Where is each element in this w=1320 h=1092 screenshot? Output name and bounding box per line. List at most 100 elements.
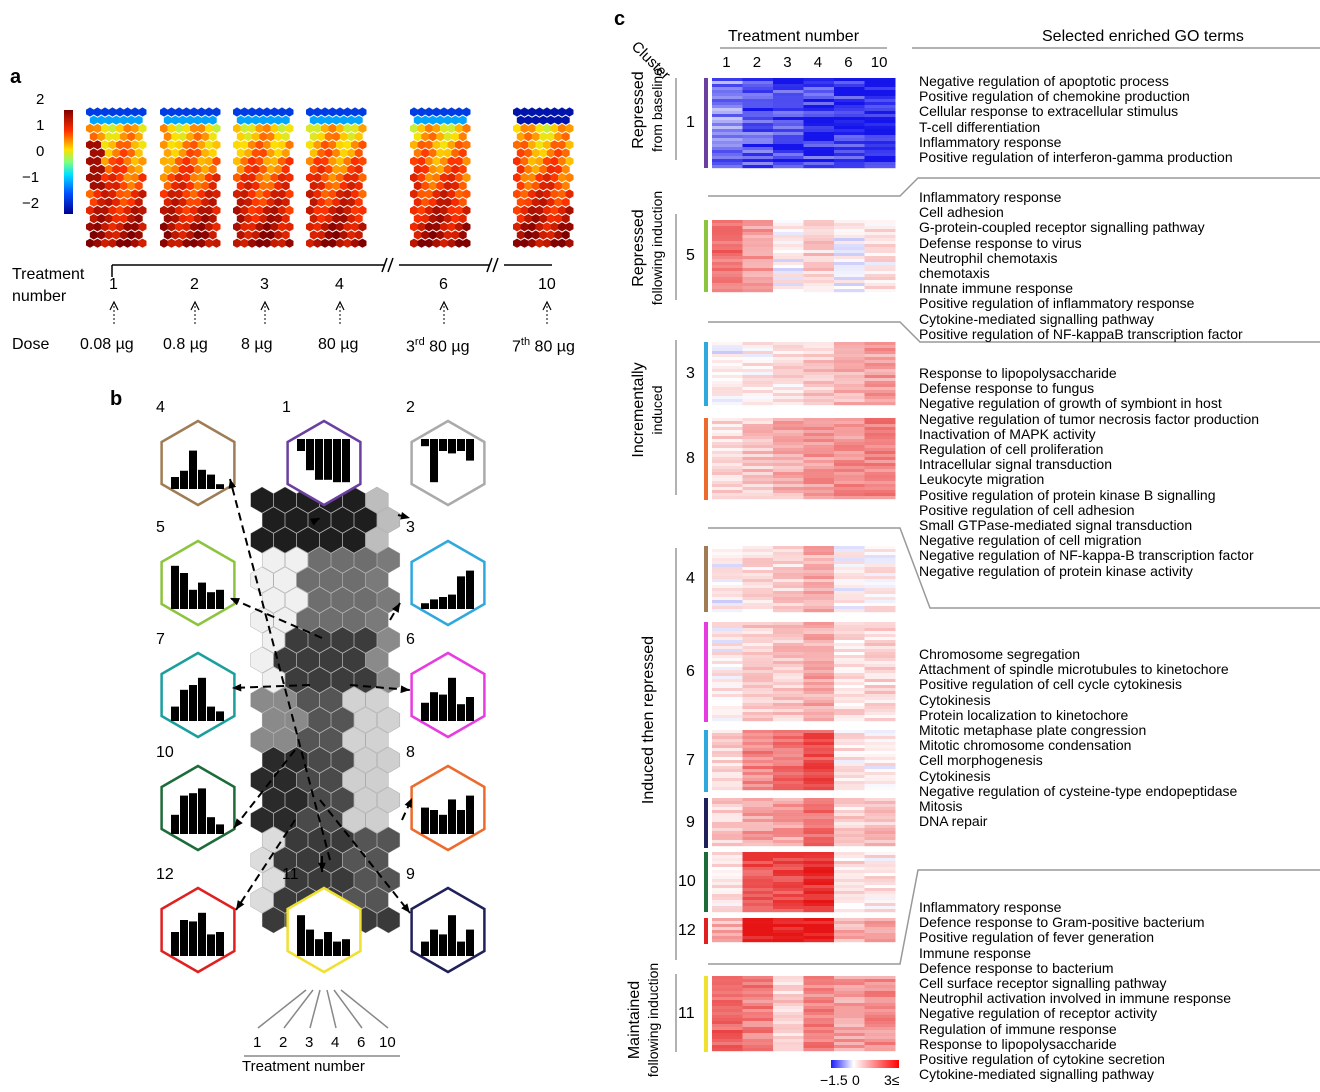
som-cell	[274, 115, 283, 125]
som-cell	[190, 189, 198, 199]
som-cell	[270, 140, 279, 150]
som-cell	[101, 123, 109, 133]
som-cell	[561, 164, 570, 174]
heatmap-cell	[834, 918, 865, 922]
som-cell	[347, 214, 356, 224]
heatmap-cell	[712, 694, 743, 698]
heatmap-cell	[712, 810, 743, 814]
heatmap-cell	[864, 342, 896, 346]
go-term: T-cell differentiation	[919, 118, 1041, 135]
heatmap-cell	[712, 700, 743, 704]
heatmap-cell	[773, 345, 804, 349]
heatmap-cell	[803, 939, 835, 943]
heatmap-cell	[773, 490, 804, 494]
heatmap-cell	[742, 646, 774, 650]
som-cell	[208, 164, 217, 174]
heatmap-cell	[742, 1036, 774, 1040]
som-node	[273, 486, 297, 514]
heatmap-cell	[864, 1018, 896, 1022]
heatmap-cell	[834, 120, 865, 124]
profile-bar	[198, 469, 206, 489]
som-cell	[160, 140, 168, 150]
panel-b-label: b	[110, 388, 123, 410]
go-term: Positive regulation of fever generation	[919, 929, 1155, 946]
heatmap-cell	[803, 876, 835, 880]
heatmap-cell	[712, 837, 743, 841]
heatmap-cell	[803, 381, 835, 385]
mapping-arrow	[319, 799, 411, 914]
som-cell	[212, 189, 221, 199]
heatmap-cell	[773, 165, 804, 169]
heatmap-cell	[712, 427, 743, 431]
som-cell	[285, 205, 294, 215]
heatmap-cell	[773, 277, 804, 281]
heatmap-cell	[712, 649, 743, 653]
heatmap-cell	[742, 96, 774, 100]
som-cell	[428, 214, 437, 224]
heatmap-cell	[834, 342, 865, 346]
som-cell	[86, 173, 94, 183]
cluster-number: 11	[282, 866, 299, 883]
som-cell	[436, 132, 445, 142]
som-cell	[233, 238, 241, 248]
heatmap-cell	[712, 226, 743, 230]
som-cell	[134, 115, 143, 125]
som-cell	[171, 164, 180, 174]
heatmap-cell	[803, 976, 835, 980]
heatmap-cell	[712, 135, 743, 139]
som-cell	[328, 156, 337, 166]
heatmap-cell	[773, 369, 804, 373]
heatmap-cell	[803, 997, 835, 1001]
som-cell	[281, 230, 290, 240]
heatmap-cell	[773, 909, 804, 913]
heatmap-cell	[803, 475, 835, 479]
profile-bar	[421, 439, 429, 447]
som-cell	[93, 107, 102, 117]
heatmap-cell	[712, 348, 743, 352]
heatmap-cell	[773, 280, 804, 284]
heatmap-cell	[742, 697, 774, 701]
heatmap-cell	[864, 126, 896, 130]
som-cell	[421, 132, 430, 142]
heatmap-cell	[864, 549, 896, 553]
heatmap-cell	[773, 463, 804, 467]
som-cell	[108, 140, 117, 150]
heatmap-cell	[742, 111, 774, 115]
heatmap-cell	[864, 673, 896, 677]
som-cell	[167, 107, 176, 117]
heatmap-cell	[742, 466, 774, 470]
heatmap-cell	[742, 117, 774, 121]
heatmap-cell	[803, 150, 835, 154]
som-cell	[248, 140, 256, 150]
heatmap-cell	[712, 93, 743, 97]
heatmap-cell	[864, 852, 896, 856]
heatmap-cell	[803, 664, 835, 668]
heatmap-cell	[742, 354, 774, 358]
heatmap-cell	[864, 463, 896, 467]
som-cell	[447, 238, 456, 248]
heatmap-cell	[864, 102, 896, 106]
som-cell	[255, 140, 264, 150]
heatmap-cell	[834, 439, 865, 443]
heatmap-cell	[834, 894, 865, 898]
heatmap-cell	[803, 372, 835, 376]
heatmap-cell	[712, 156, 743, 160]
som-cell	[119, 197, 128, 207]
heatmap-cell	[834, 366, 865, 370]
dose-value: 80 µg	[318, 336, 358, 354]
heatmap-cell	[864, 244, 896, 248]
cluster-number: 9	[406, 866, 415, 883]
go-term: G-protein-coupled receptor signalling pa…	[919, 219, 1205, 236]
som-cell	[413, 132, 422, 142]
heatmap-cell	[864, 894, 896, 898]
som-cell	[546, 230, 555, 240]
heatmap-cell	[864, 351, 896, 355]
heatmap-cell	[803, 900, 835, 904]
arrow-head-icon	[230, 598, 240, 606]
som-node	[262, 706, 285, 734]
som-cell	[205, 238, 213, 248]
heatmap-cell	[742, 402, 774, 406]
profile-bar	[457, 576, 465, 609]
treatment-number: 3	[260, 276, 269, 293]
heatmap-cell	[712, 271, 743, 275]
